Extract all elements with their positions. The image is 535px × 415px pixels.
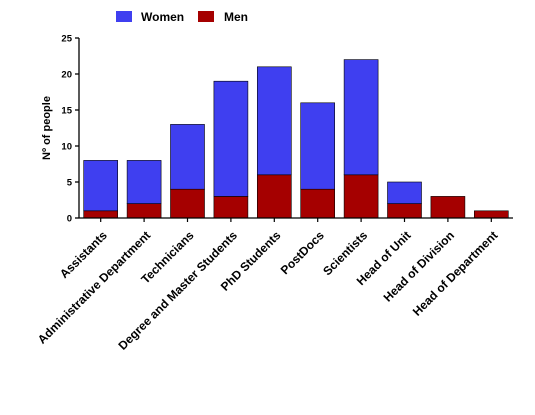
bar-men (170, 188, 205, 219)
bars (83, 59, 509, 219)
legend-label-women: Women (141, 10, 184, 24)
bar-men (473, 210, 509, 219)
bar-women (387, 181, 422, 204)
legend-swatch-women (116, 11, 132, 22)
bar-women (343, 59, 379, 176)
y-ticks: 0 5 10 15 20 25 (61, 34, 79, 225)
bar-women (83, 160, 118, 212)
x-category-label: PostDocs (278, 228, 327, 277)
bar-men (343, 174, 379, 219)
y-tick-label: 25 (61, 34, 72, 45)
y-tick-label: 20 (61, 70, 72, 81)
bar-women (170, 124, 205, 190)
bar-men (387, 203, 422, 219)
bar-men (126, 203, 162, 219)
bar-women (300, 102, 336, 190)
bar-women (256, 66, 292, 176)
bar-women (126, 160, 162, 204)
y-tick-label: 0 (67, 214, 72, 225)
bar-men (430, 196, 466, 219)
bar-men (300, 188, 336, 219)
bar-men (83, 210, 118, 219)
y-tick-label: 5 (67, 178, 73, 189)
legend: Women Men (116, 10, 248, 24)
bar-men (213, 196, 249, 219)
y-tick-label: 15 (61, 106, 72, 117)
legend-swatch-men (198, 11, 214, 22)
legend-label-men: Men (224, 10, 248, 24)
y-tick-label: 10 (61, 142, 72, 153)
y-axis-title: Nº of people (41, 96, 53, 160)
axes (78, 38, 513, 219)
bar-men (256, 174, 292, 219)
x-category-label: Head of Department (410, 228, 501, 319)
bar-women (213, 80, 249, 197)
